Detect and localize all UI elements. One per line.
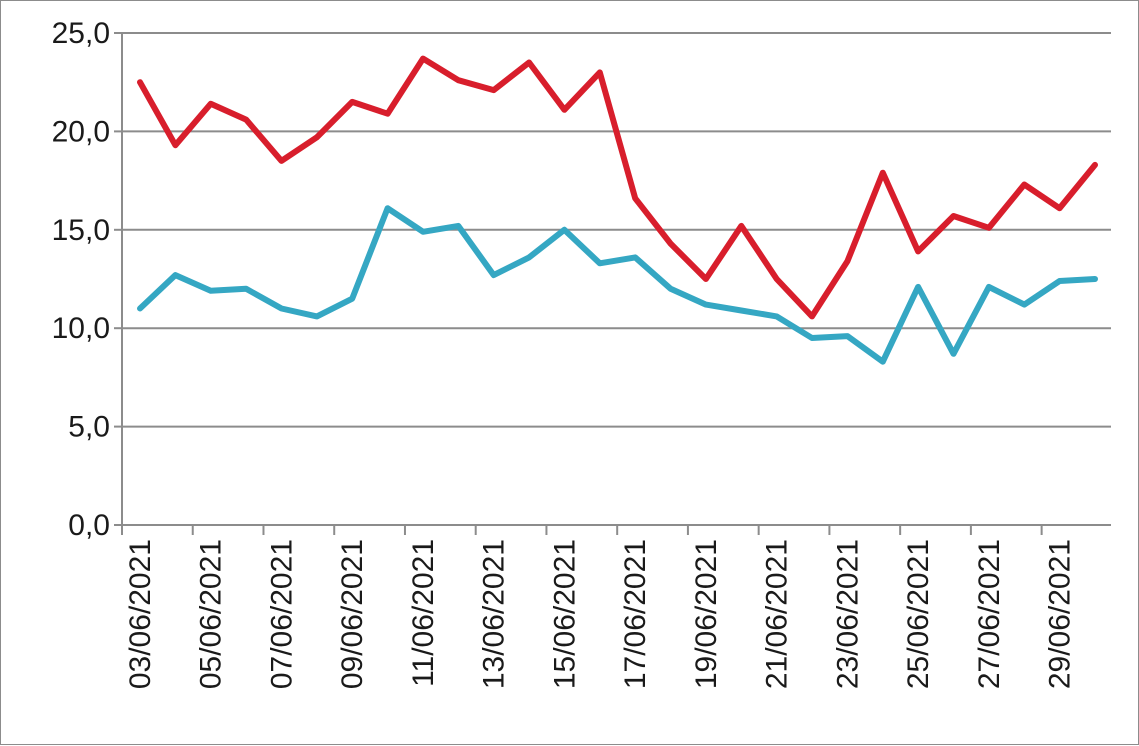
x-tick-label: 23/06/2021 (831, 539, 864, 689)
y-tick-label: 10,0 (52, 312, 110, 345)
x-tick-label: 17/06/2021 (619, 539, 652, 689)
axes (114, 32, 1111, 535)
gridlines (122, 32, 1111, 428)
y-tick-label: 25,0 (52, 17, 110, 50)
series-line-2 (137, 205, 1098, 365)
x-tick-label: 03/06/2021 (124, 539, 157, 689)
x-tick-label: 29/06/2021 (1044, 539, 1077, 689)
x-tick-label: 25/06/2021 (902, 539, 935, 689)
x-tick-label: 13/06/2021 (478, 539, 511, 689)
x-tick-label: 27/06/2021 (973, 539, 1006, 689)
x-tick-label: 15/06/2021 (548, 539, 581, 689)
x-tick-labels: 03/06/2021 05/06/2021 07/06/2021 09/06/2021… (124, 539, 1077, 689)
x-tick-label: 09/06/2021 (336, 539, 369, 689)
y-tick-label: 20,0 (52, 115, 110, 148)
y-tick-label: 15,0 (52, 214, 110, 247)
y-tick-labels: 0,0 5,0 10,0 15,0 20,0 25,0 (52, 17, 110, 542)
x-tick-label: 11/06/2021 (407, 539, 440, 687)
series-lines (137, 55, 1098, 365)
y-tick-label: 5,0 (68, 411, 110, 444)
x-tick-label: 19/06/2021 (690, 539, 723, 689)
x-tick-label: 05/06/2021 (195, 539, 228, 689)
x-tick-label: 07/06/2021 (265, 539, 298, 689)
y-tick-label: 0,0 (68, 509, 110, 542)
series-line-1 (137, 55, 1098, 320)
x-tick-label: 21/06/2021 (761, 539, 794, 689)
